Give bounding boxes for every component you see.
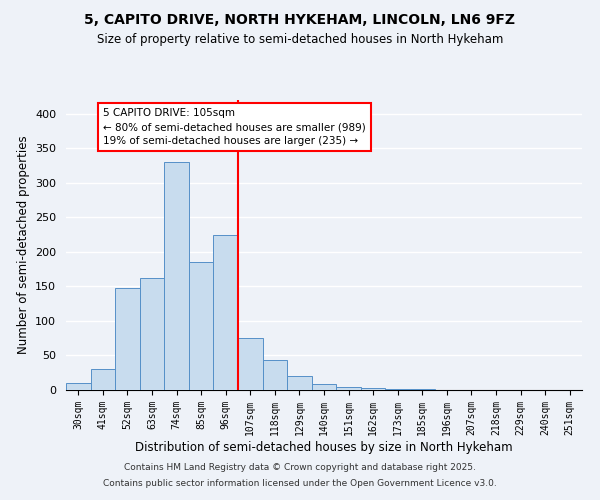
Bar	[164, 162, 189, 390]
Bar	[189, 262, 214, 390]
Text: Contains public sector information licensed under the Open Government Licence v3: Contains public sector information licen…	[103, 478, 497, 488]
Bar	[238, 338, 263, 390]
X-axis label: Distribution of semi-detached houses by size in North Hykeham: Distribution of semi-detached houses by …	[135, 440, 513, 454]
Text: Size of property relative to semi-detached houses in North Hykeham: Size of property relative to semi-detach…	[97, 32, 503, 46]
Bar	[214, 234, 238, 390]
Bar	[263, 360, 287, 390]
Y-axis label: Number of semi-detached properties: Number of semi-detached properties	[17, 136, 29, 354]
Bar	[336, 386, 361, 390]
Text: Contains HM Land Registry data © Crown copyright and database right 2025.: Contains HM Land Registry data © Crown c…	[124, 464, 476, 472]
Bar	[140, 278, 164, 390]
Bar	[385, 388, 410, 390]
Bar	[115, 288, 140, 390]
Bar	[287, 376, 312, 390]
Text: 5 CAPITO DRIVE: 105sqm
← 80% of semi-detached houses are smaller (989)
19% of se: 5 CAPITO DRIVE: 105sqm ← 80% of semi-det…	[103, 108, 365, 146]
Text: 5, CAPITO DRIVE, NORTH HYKEHAM, LINCOLN, LN6 9FZ: 5, CAPITO DRIVE, NORTH HYKEHAM, LINCOLN,…	[85, 12, 515, 26]
Bar	[91, 370, 115, 390]
Bar	[66, 383, 91, 390]
Bar	[361, 388, 385, 390]
Bar	[312, 384, 336, 390]
